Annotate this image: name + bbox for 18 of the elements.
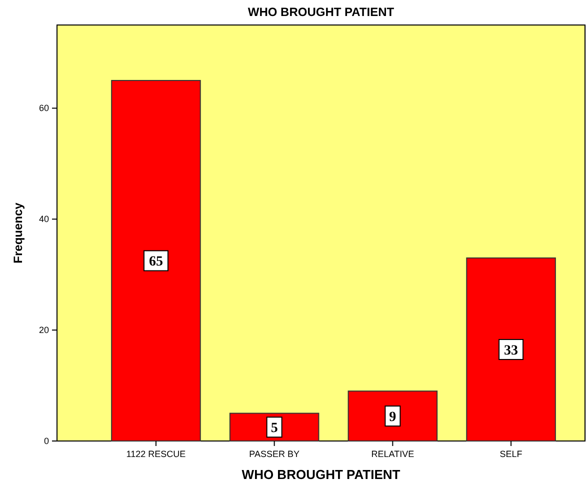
data-label: 65: [148, 254, 163, 270]
y-tick-label: 40: [38, 214, 49, 224]
x-tick-label: RELATIVE: [371, 449, 414, 459]
bar: [348, 390, 438, 442]
x-tick-label: PASSER BY: [249, 449, 300, 459]
data-label: 33: [504, 343, 518, 358]
chart-title: WHO BROUGHT PATIENT: [248, 5, 395, 19]
y-tick-label: 20: [38, 325, 49, 336]
x-axis-title: WHO BROUGHT PATIENT: [242, 467, 400, 482]
y-tick-label: 60: [38, 103, 49, 114]
y-axis-title: Frequency: [11, 202, 25, 264]
x-tick-label: SELF: [500, 449, 523, 459]
bar: [466, 257, 556, 442]
data-label: 5: [270, 421, 278, 436]
y-tick-label: 0: [44, 436, 49, 446]
x-tick-label: 1122 RESCUE: [126, 449, 186, 459]
bar: [111, 80, 201, 442]
data-label: 9: [389, 410, 396, 426]
